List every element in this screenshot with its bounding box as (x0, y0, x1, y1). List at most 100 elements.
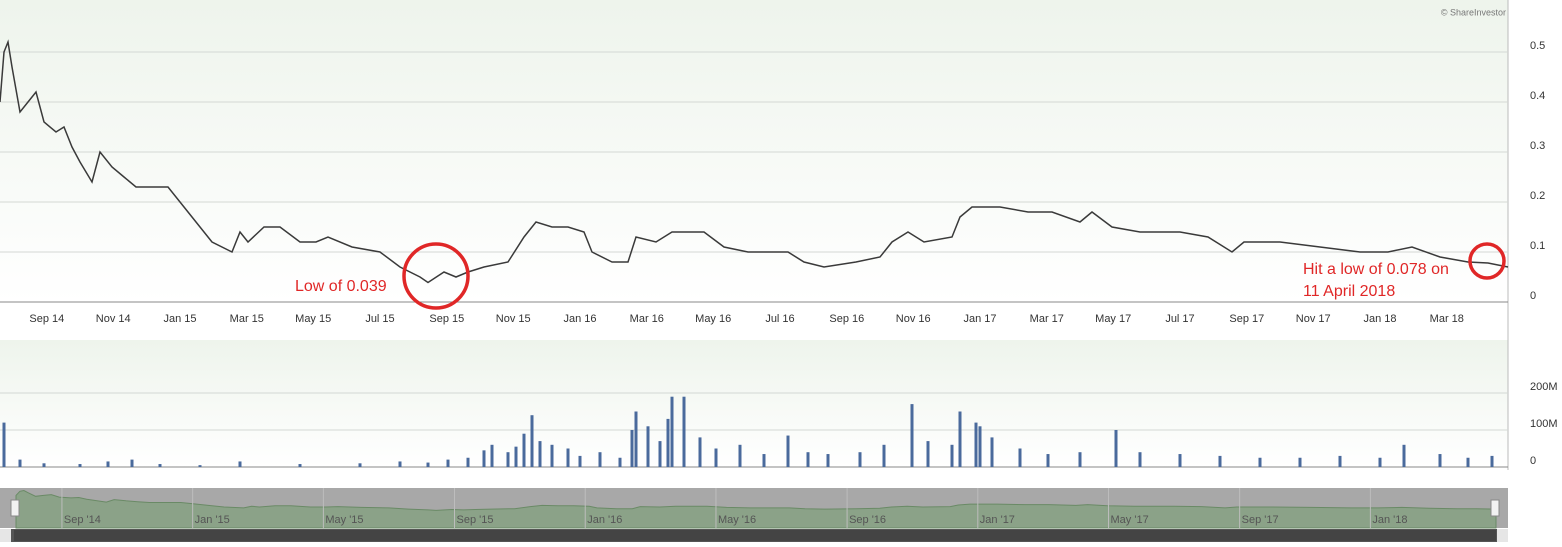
volume-bar (1466, 457, 1470, 467)
volume-bar (530, 415, 534, 467)
volume-bar (358, 463, 362, 467)
x-tick-label: Nov 14 (96, 313, 131, 325)
x-tick-label: Jan 17 (963, 313, 996, 325)
x-tick-label: May 15 (295, 313, 331, 325)
volume-bar (18, 459, 22, 467)
volume-bar (1378, 457, 1382, 467)
volume-bar (1338, 455, 1342, 467)
volume-bar (490, 444, 494, 467)
volume-bar (522, 433, 526, 467)
x-tick-label: Jul 17 (1165, 313, 1194, 325)
volume-bar (666, 418, 670, 467)
x-tick-label: Nov 15 (496, 313, 531, 325)
navigator-handle[interactable] (1490, 499, 1500, 517)
price-line (0, 39, 1509, 284)
x-tick-label: Sep 16 (829, 313, 864, 325)
credit: © ShareInvestor (1441, 7, 1506, 17)
volume-bar (658, 441, 662, 467)
y-tick-label: 0 (1530, 455, 1536, 467)
volume-bar (1114, 430, 1118, 467)
y-tick-label: 0.3 (1530, 140, 1545, 152)
volume-bar (426, 462, 430, 467)
navigator-label: May '17 (1111, 514, 1149, 526)
volume-bar (926, 441, 930, 467)
volume-bar (630, 430, 634, 467)
annotation-circle (1468, 242, 1506, 280)
y-tick-label: 0.5 (1530, 40, 1545, 52)
x-tick-label: May 16 (695, 313, 731, 325)
x-tick-label: Sep 14 (29, 313, 64, 325)
volume-bar (238, 461, 242, 467)
volume-bar (858, 452, 862, 467)
volume-bar (634, 411, 638, 467)
volume-bar (566, 448, 570, 467)
volume-bar (1298, 457, 1302, 467)
scrollbar-thumb[interactable] (14, 530, 1496, 541)
volume-bar (1018, 448, 1022, 467)
x-tick-label: Mar 16 (630, 313, 664, 325)
price-panel (0, 0, 1508, 302)
annotation-circle (402, 242, 470, 310)
volume-bar (514, 446, 518, 467)
volume-bar (198, 465, 202, 467)
volume-bar (646, 426, 650, 467)
volume-bar (42, 463, 46, 467)
navigator-label: Jan '17 (980, 514, 1015, 526)
x-tick-label: Nov 16 (896, 313, 931, 325)
volume-bar (618, 457, 622, 467)
volume-bar (550, 444, 554, 467)
volume-bar (714, 448, 718, 467)
navigator-label: Sep '15 (457, 514, 494, 526)
annotation: Hit a low of 0.078 on (1303, 261, 1449, 278)
volume-bar (506, 452, 510, 467)
volume-bar (682, 396, 686, 467)
volume-bar (670, 396, 674, 467)
volume-bar (482, 450, 486, 467)
volume-bar (1046, 454, 1050, 467)
volume-bar (882, 444, 886, 467)
x-tick-label: Mar 15 (230, 313, 264, 325)
navigator-label: Sep '17 (1242, 514, 1279, 526)
navigator-label: May '15 (325, 514, 363, 526)
volume-bar (950, 444, 954, 467)
navigator-label: May '16 (718, 514, 756, 526)
volume-bar (1438, 454, 1442, 467)
scroll-arrow[interactable] (1497, 529, 1508, 542)
x-tick-label: Jan 16 (563, 313, 596, 325)
navigator-label: Jan '18 (1372, 514, 1407, 526)
navigator-series (15, 489, 1497, 529)
volume-bar (466, 457, 470, 467)
y-tick-label: 0.1 (1530, 240, 1545, 252)
volume-bar (106, 461, 110, 467)
x-tick-label: Jan 15 (163, 313, 196, 325)
volume-bar (298, 464, 302, 467)
x-tick-label: Jul 15 (365, 313, 394, 325)
scroll-arrow[interactable] (0, 529, 11, 542)
volume-bar (826, 454, 830, 467)
volume-bar (398, 461, 402, 467)
volume-bar (1138, 452, 1142, 467)
volume-bar (538, 441, 542, 467)
navigator-label: Jan '15 (195, 514, 230, 526)
volume-bar (806, 452, 810, 467)
volume-bar (738, 444, 742, 467)
volume-bar (910, 404, 914, 467)
y-tick-label: 0 (1530, 290, 1536, 302)
volume-bar (446, 459, 450, 467)
volume-panel (0, 340, 1508, 467)
y-tick-label: 0.2 (1530, 190, 1545, 202)
volume-bar (158, 464, 162, 467)
volume-bar (2, 422, 6, 467)
volume-bar (1178, 454, 1182, 467)
volume-bar (598, 452, 602, 467)
volume-bar (1402, 444, 1406, 467)
y-tick-label: 200M (1530, 381, 1558, 393)
volume-bar (974, 422, 978, 467)
x-tick-label: Sep 17 (1229, 313, 1264, 325)
volume-bar (958, 411, 962, 467)
x-tick-label: Sep 15 (429, 313, 464, 325)
volume-bar (1490, 455, 1494, 467)
navigator-handle[interactable] (10, 499, 20, 517)
x-tick-label: Jan 18 (1363, 313, 1396, 325)
volume-bar (1258, 457, 1262, 467)
